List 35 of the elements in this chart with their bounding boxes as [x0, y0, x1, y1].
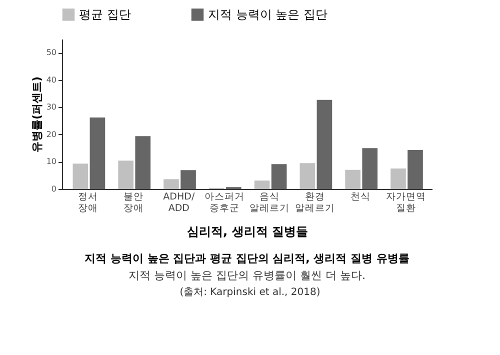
text: 지적 능력이 높은 집단의 유병률이 훨씬 더 높다. — [128, 269, 366, 282]
x-tick-label: 음식 알레르기 — [250, 192, 290, 214]
y-tick-label: 30 — [46, 102, 56, 112]
y-tick-label: 20 — [46, 130, 56, 139]
y-tick-label: 0 — [51, 184, 56, 194]
bar — [164, 179, 179, 189]
legend-label: 평균 집단 — [79, 8, 131, 22]
x-tick-label: 자가면역 질환 — [386, 192, 426, 214]
x-axis-title: 심리적, 생리적 질병들 — [187, 224, 308, 238]
bar — [118, 160, 134, 189]
bar — [300, 163, 316, 189]
x-tick-label: 정서 장애 — [78, 192, 98, 214]
bar — [135, 136, 151, 189]
x-tick-label: 아스퍼거 증후군 — [204, 192, 244, 214]
bar — [345, 170, 360, 189]
bar — [362, 148, 378, 189]
bar — [408, 150, 423, 189]
bar — [316, 100, 332, 189]
legend-label: 지적 능력이 높은 집단 — [208, 8, 328, 22]
x-tick-label: 천식 — [350, 192, 370, 202]
y-tick-label: 50 — [46, 48, 56, 58]
text: 지적 능력이 높은 집단과 평균 집단의 심리적, 생리적 질병 유병률 — [84, 252, 410, 265]
bar — [90, 118, 106, 189]
y-tick-label: 10 — [46, 157, 56, 166]
y-tick-label: 40 — [46, 75, 56, 84]
y-axis-title: 유병률(퍼센트) — [30, 76, 44, 153]
bar — [254, 180, 270, 189]
bar — [390, 168, 406, 189]
text: (출처: Karpinski et al., 2018) — [178, 286, 322, 299]
x-tick-label: 불안 장애 — [124, 192, 144, 214]
x-tick-label: 환경 알레르기 — [295, 192, 336, 214]
bar — [72, 164, 88, 189]
x-tick-label: ADHD/ ADD — [163, 192, 196, 214]
bar — [180, 170, 196, 189]
bar — [271, 164, 287, 189]
